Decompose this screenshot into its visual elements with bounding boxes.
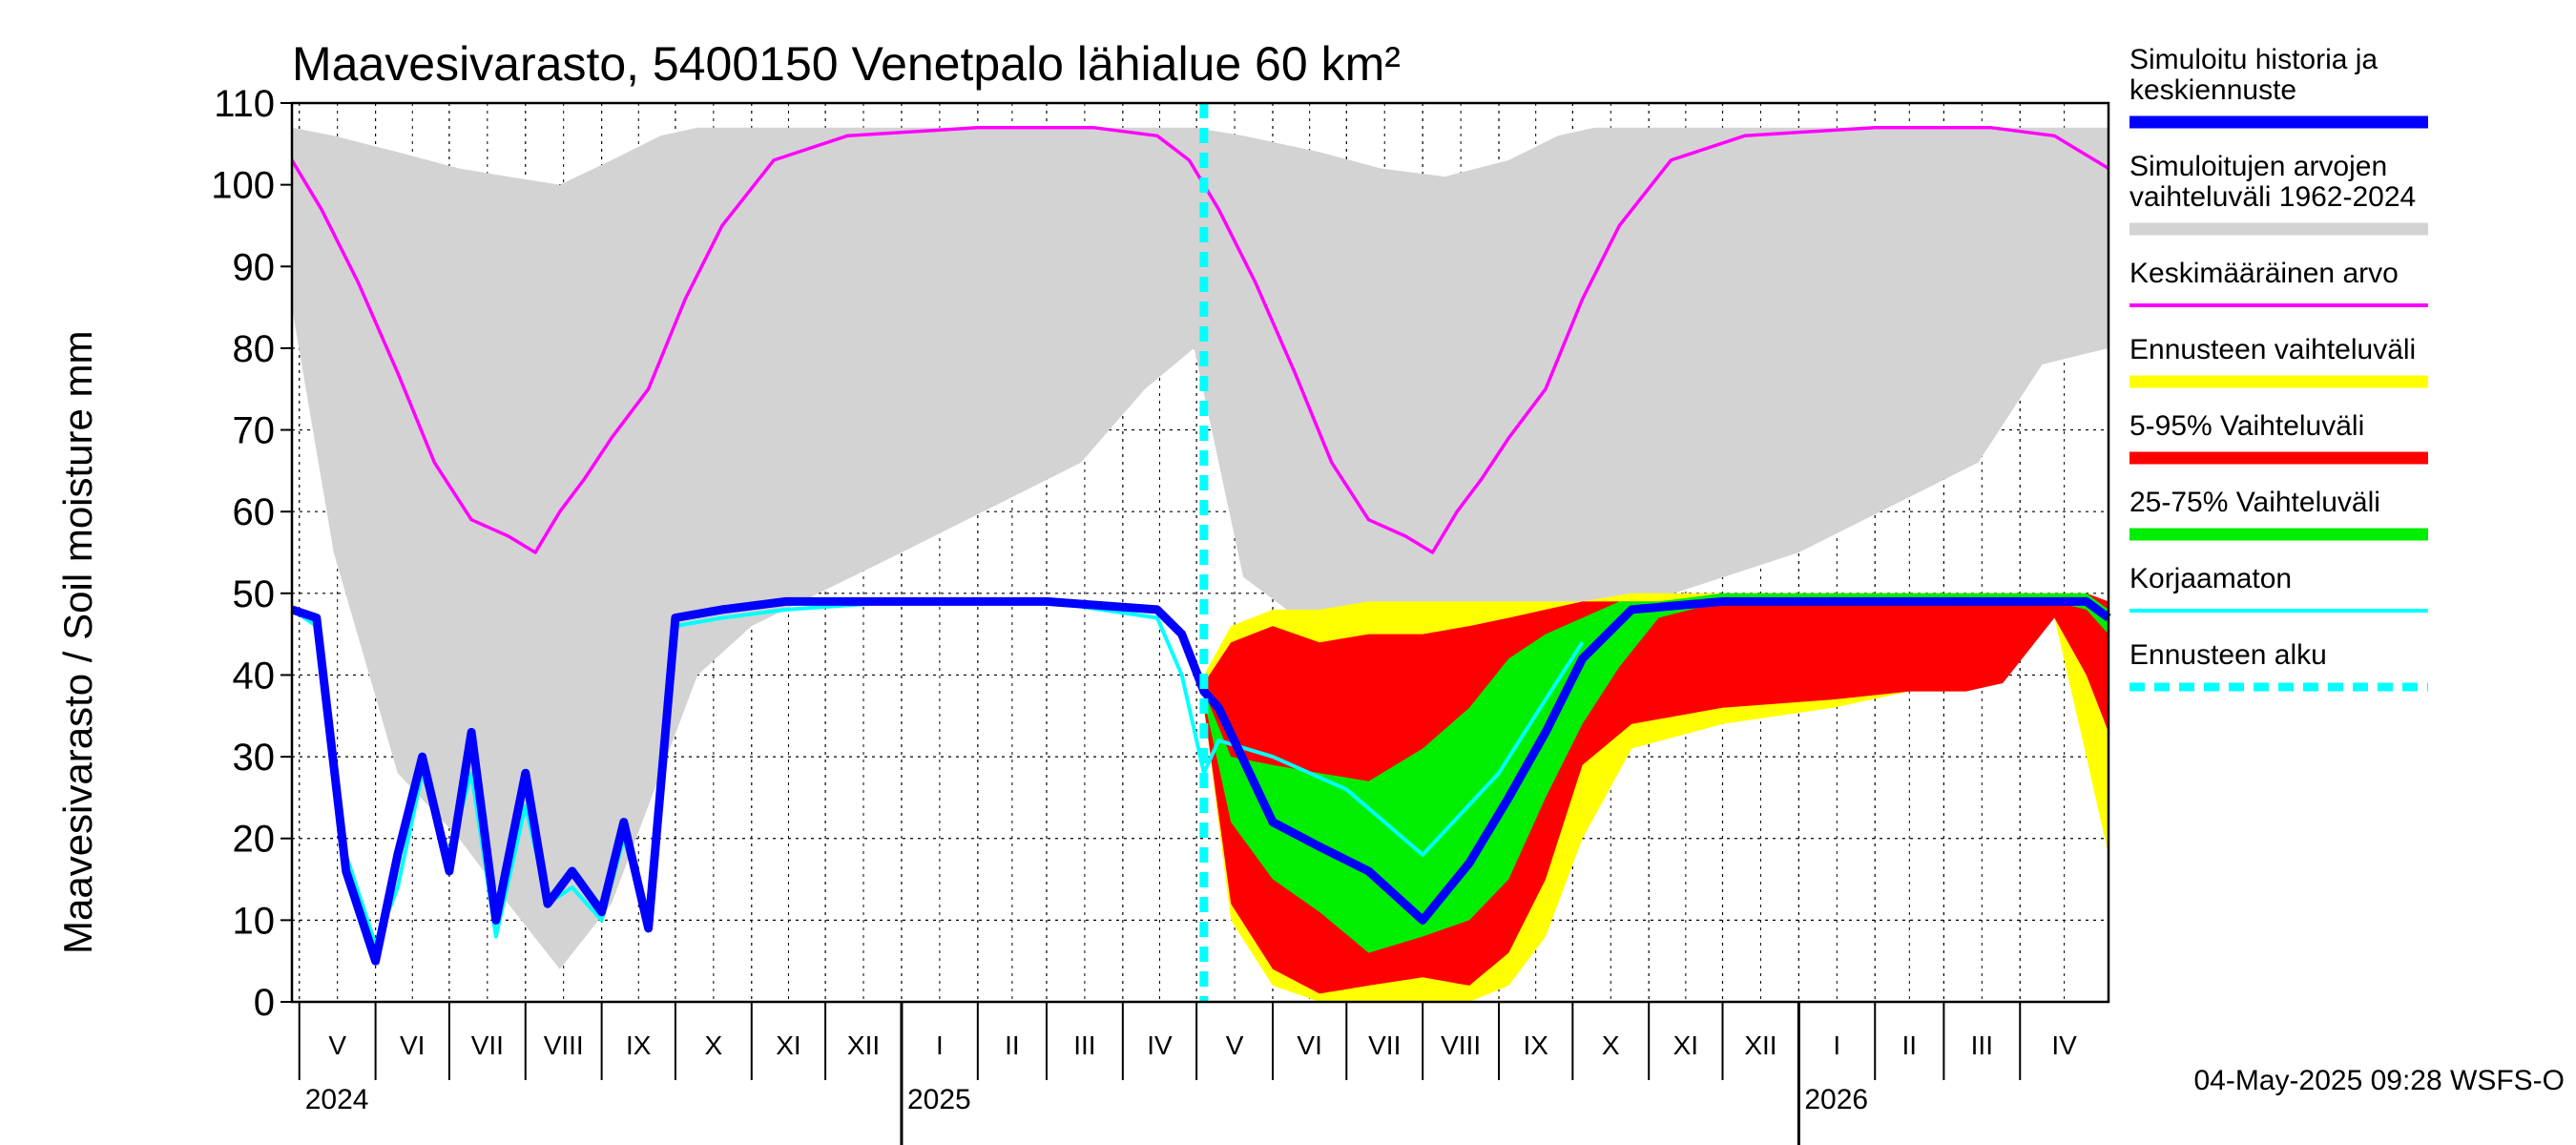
y-tick-label: 70 bbox=[233, 410, 276, 452]
month-label: XII bbox=[1744, 1030, 1776, 1060]
y-tick-label: 30 bbox=[233, 737, 276, 779]
y-tick-label: 80 bbox=[233, 328, 276, 370]
legend-label: Ennusteen vaihteluväli bbox=[2129, 334, 2416, 365]
legend-label: Simuloitu historia ja bbox=[2129, 44, 2378, 75]
legend-label: 5-95% Vaihteluväli bbox=[2129, 410, 2364, 442]
month-label: VII bbox=[471, 1030, 504, 1060]
y-tick-label: 100 bbox=[211, 165, 275, 207]
y-tick-label: 10 bbox=[233, 900, 276, 942]
legend-label: vaihteluväli 1962-2024 bbox=[2129, 181, 2416, 213]
data-layer bbox=[290, 103, 2111, 1002]
month-label: VIII bbox=[1441, 1030, 1481, 1060]
plot-frame bbox=[290, 101, 2110, 1004]
month-label: VI bbox=[400, 1030, 425, 1060]
line-0000ff bbox=[290, 596, 2111, 966]
month-label: VIII bbox=[544, 1030, 584, 1060]
month-label: IV bbox=[1147, 1030, 1173, 1060]
month-label: VII bbox=[1368, 1030, 1401, 1060]
legend-label: keskiennuste bbox=[2129, 74, 2296, 106]
legend-label: Simuloitujen arvojen bbox=[2129, 151, 2387, 182]
month-label: V bbox=[328, 1030, 346, 1060]
month-label: I bbox=[1833, 1030, 1840, 1060]
legend-label: Keskimääräinen arvo bbox=[2129, 258, 2399, 289]
chart-title: Maavesivarasto, 5400150 Venetpalo lähial… bbox=[292, 37, 1401, 91]
month-label: XI bbox=[776, 1030, 800, 1060]
year-label: 2026 bbox=[1804, 1084, 1868, 1115]
month-label: IV bbox=[2051, 1030, 2077, 1060]
legend-label: 25-75% Vaihteluväli bbox=[2129, 487, 2380, 518]
y-axis-label: Maavesivarasto / Soil moisture mm bbox=[55, 330, 100, 954]
year-label: 2024 bbox=[305, 1084, 369, 1115]
y-tick-label: 110 bbox=[214, 83, 275, 125]
month-label: VI bbox=[1297, 1030, 1321, 1060]
month-label: II bbox=[1902, 1030, 1918, 1060]
line-ff00ff bbox=[290, 125, 2109, 554]
month-label: V bbox=[1226, 1030, 1244, 1060]
timestamp: 04-May-2025 09:28 WSFS-O bbox=[2194, 1065, 2566, 1096]
legend-label: Ennusteen alku bbox=[2129, 639, 2327, 671]
y-tick-label: 50 bbox=[233, 573, 276, 615]
month-label: IX bbox=[626, 1030, 652, 1060]
band-00ee00 bbox=[1203, 593, 2109, 953]
month-label: III bbox=[1971, 1030, 1993, 1060]
month-label: XII bbox=[847, 1030, 880, 1060]
month-label: XI bbox=[1673, 1030, 1698, 1060]
month-label: X bbox=[1602, 1030, 1620, 1060]
month-label: IX bbox=[1523, 1030, 1548, 1060]
month-label: III bbox=[1073, 1030, 1095, 1060]
y-tick-label: 20 bbox=[233, 819, 276, 861]
y-tick-label: 90 bbox=[233, 246, 276, 288]
month-label: X bbox=[705, 1030, 723, 1060]
month-label: II bbox=[1005, 1030, 1020, 1060]
year-label: 2025 bbox=[907, 1084, 971, 1115]
month-label: I bbox=[936, 1030, 944, 1060]
legend-label: Korjaamaton bbox=[2129, 563, 2292, 594]
y-tick-label: 40 bbox=[233, 655, 276, 697]
y-tick-label: 60 bbox=[233, 491, 276, 533]
band-d3d3d3 bbox=[292, 127, 2109, 969]
y-tick-label: 0 bbox=[254, 982, 275, 1024]
